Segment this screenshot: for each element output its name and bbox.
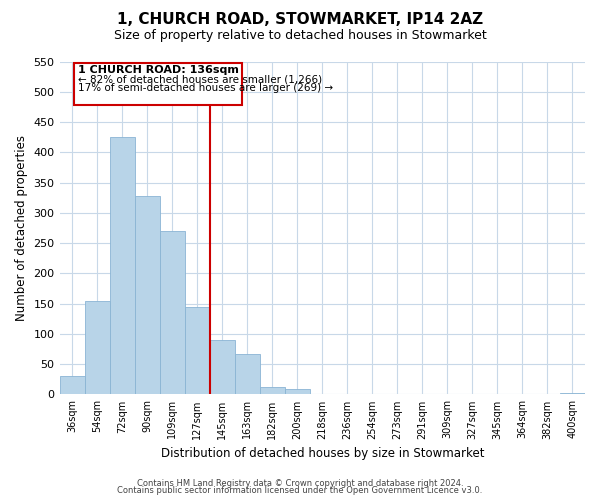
Bar xyxy=(59,376,85,394)
Bar xyxy=(209,340,235,394)
Bar xyxy=(134,196,160,394)
Text: ← 82% of detached houses are smaller (1,266): ← 82% of detached houses are smaller (1,… xyxy=(78,74,322,84)
Text: 1 CHURCH ROAD: 136sqm: 1 CHURCH ROAD: 136sqm xyxy=(77,65,239,75)
Bar xyxy=(110,137,134,394)
Text: Size of property relative to detached houses in Stowmarket: Size of property relative to detached ho… xyxy=(113,29,487,42)
Text: Contains public sector information licensed under the Open Government Licence v3: Contains public sector information licen… xyxy=(118,486,482,495)
Bar xyxy=(235,354,260,395)
Bar xyxy=(185,306,209,394)
Text: Contains HM Land Registry data © Crown copyright and database right 2024.: Contains HM Land Registry data © Crown c… xyxy=(137,478,463,488)
Bar xyxy=(85,300,110,394)
Text: 17% of semi-detached houses are larger (269) →: 17% of semi-detached houses are larger (… xyxy=(78,84,333,94)
X-axis label: Distribution of detached houses by size in Stowmarket: Distribution of detached houses by size … xyxy=(161,447,484,460)
FancyBboxPatch shape xyxy=(74,62,242,105)
Bar xyxy=(560,393,585,394)
Y-axis label: Number of detached properties: Number of detached properties xyxy=(15,135,28,321)
Bar xyxy=(285,389,310,394)
Bar xyxy=(160,231,185,394)
Bar xyxy=(260,386,285,394)
Text: 1, CHURCH ROAD, STOWMARKET, IP14 2AZ: 1, CHURCH ROAD, STOWMARKET, IP14 2AZ xyxy=(117,12,483,28)
